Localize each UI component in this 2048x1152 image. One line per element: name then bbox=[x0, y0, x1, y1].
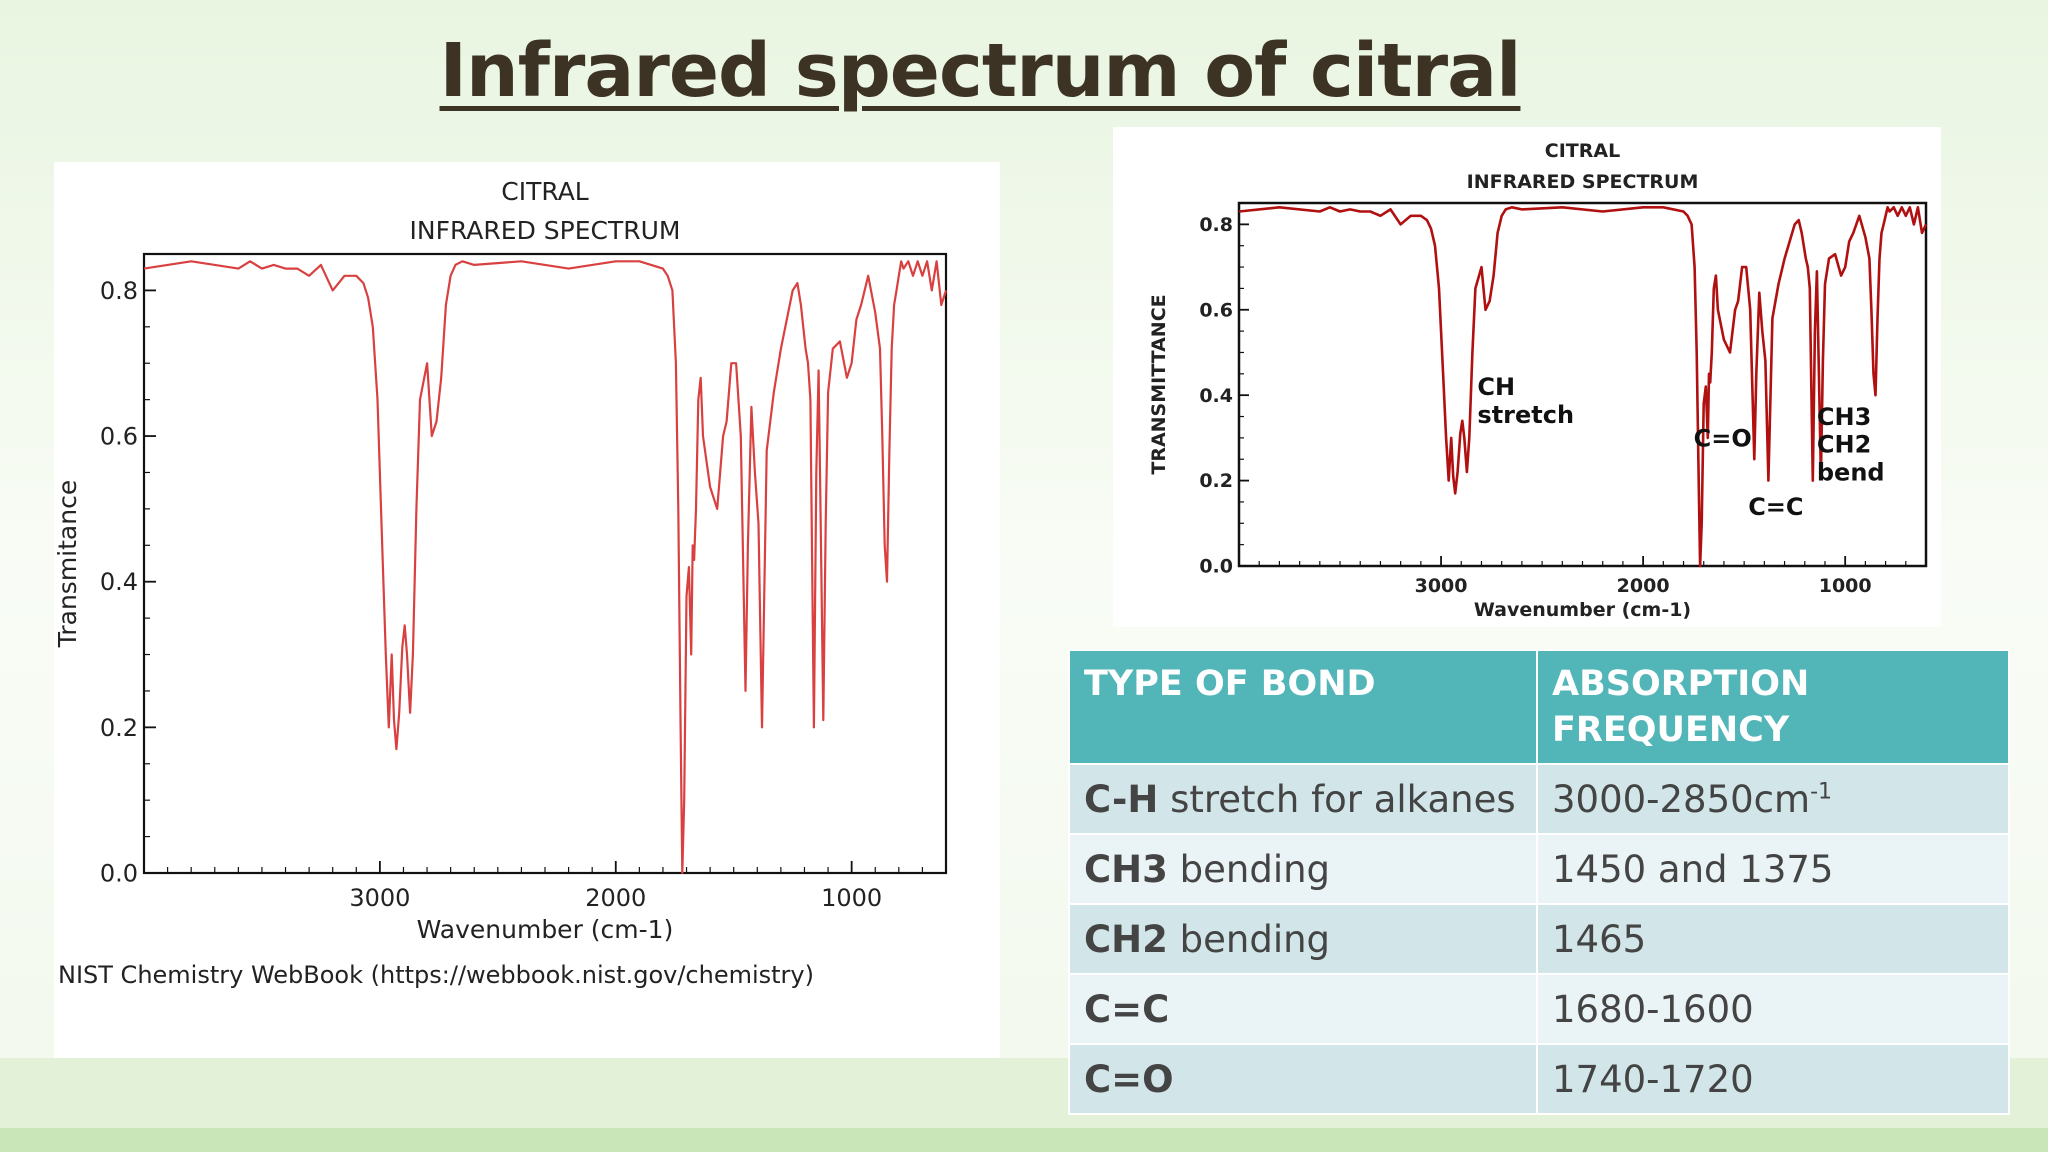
y-tick-label: 0.8 bbox=[100, 277, 138, 305]
x-tick-label: 1000 bbox=[1819, 575, 1872, 597]
x-axis-label: Wavenumber (cm-1) bbox=[417, 915, 674, 944]
frequency-value: 1680-1600 bbox=[1552, 987, 1754, 1031]
y-axis-label: Transmitance bbox=[54, 480, 82, 648]
y-axis-label: TRANSMITTANCE bbox=[1148, 294, 1170, 474]
source-note: NIST Chemistry WebBook (https://webbook.… bbox=[58, 961, 814, 989]
frequency-value: 1465 bbox=[1552, 917, 1647, 961]
table-row: CH2 bending 1465 bbox=[1068, 903, 2010, 975]
y-tick-label: 0.2 bbox=[100, 714, 138, 742]
bond-cell: CH3 bending bbox=[1068, 833, 1538, 905]
bond-desc: stretch for alkanes bbox=[1158, 777, 1516, 821]
bond-desc: bending bbox=[1167, 847, 1331, 891]
spectrum-line bbox=[1238, 206, 1928, 568]
header-absorption-frequency: ABSORPTION FREQUENCY bbox=[1536, 649, 2010, 765]
x-tick-label: 2000 bbox=[1617, 575, 1670, 597]
chart-subtitle: INFRARED SPECTRUM bbox=[410, 216, 681, 245]
bond-frequency-table: TYPE OF BOND ABSORPTION FREQUENCY C-H st… bbox=[1068, 649, 2010, 1115]
frequency-cell: 1465 bbox=[1536, 903, 2010, 975]
frequency-cell: 1740-1720 bbox=[1536, 1043, 2010, 1115]
spectrum-line bbox=[143, 260, 948, 875]
bond-name: C=O bbox=[1084, 1057, 1174, 1101]
footer-band-dark bbox=[0, 1128, 2048, 1152]
bond-cell: C=C bbox=[1068, 973, 1538, 1045]
x-tick-label: 1000 bbox=[821, 884, 882, 912]
x-axis-label: Wavenumber (cm-1) bbox=[1474, 599, 1691, 621]
x-tick-label: 3000 bbox=[349, 884, 410, 912]
y-tick-label: 0.2 bbox=[1199, 470, 1233, 492]
y-tick-label: 0.8 bbox=[1199, 214, 1233, 236]
y-tick-label: 0.6 bbox=[1199, 299, 1233, 321]
annotation-line: CH3 bbox=[1817, 403, 1871, 431]
y-tick-label: 0.6 bbox=[100, 422, 138, 450]
slide-title: Infrared spectrum of citral bbox=[439, 28, 1522, 114]
peak-annotation: C=O bbox=[1694, 424, 1752, 452]
table-header-row: TYPE OF BOND ABSORPTION FREQUENCY bbox=[1068, 649, 2010, 765]
table-row: C=O 1740-1720 bbox=[1068, 1043, 2010, 1115]
bond-cell: C=O bbox=[1068, 1043, 1538, 1115]
annotation-line: stretch bbox=[1477, 401, 1574, 429]
spectrum-panel-right: CITRAL INFRARED SPECTRUM 3000 2000 1000 0.0 0.… bbox=[1113, 127, 1941, 627]
annotation-line: CH2 bbox=[1817, 431, 1871, 459]
frequency-cell: 1450 and 1375 bbox=[1536, 833, 2010, 905]
annotation-line: C=C bbox=[1748, 493, 1803, 521]
bond-cell: C-H stretch for alkanes bbox=[1068, 763, 1538, 835]
table-row: CH3 bending 1450 and 1375 bbox=[1068, 833, 2010, 905]
bond-name: CH3 bbox=[1084, 847, 1168, 891]
frequency-cell: 3000-2850cm-1 bbox=[1536, 763, 2010, 835]
frequency-cell: 1680-1600 bbox=[1536, 973, 2010, 1045]
frequency-value: 3000-2850cm bbox=[1552, 777, 1811, 821]
peak-annotation: CH stretch bbox=[1477, 373, 1574, 429]
frequency-unit-exponent: -1 bbox=[1810, 779, 1832, 805]
y-tick-label: 0.0 bbox=[1199, 556, 1233, 578]
bond-desc: bending bbox=[1167, 917, 1331, 961]
annotation-line: C=O bbox=[1694, 424, 1752, 452]
bond-name: CH2 bbox=[1084, 917, 1168, 961]
chart-title: CITRAL bbox=[1545, 140, 1620, 162]
header-bond-type: TYPE OF BOND bbox=[1068, 649, 1538, 765]
y-tick-label: 0.0 bbox=[100, 859, 138, 887]
ir-spectrum-chart-left: CITRAL INFRARED SPECTRUM 3000 2000 1000 0.0 0.… bbox=[53, 177, 948, 989]
y-tick-label: 0.4 bbox=[1199, 385, 1233, 407]
x-tick-label: 3000 bbox=[1415, 575, 1468, 597]
frequency-value: 1740-1720 bbox=[1552, 1057, 1754, 1101]
peak-annotation: C=C bbox=[1748, 493, 1803, 521]
chart-title: CITRAL bbox=[501, 177, 589, 206]
chart-subtitle: INFRARED SPECTRUM bbox=[1467, 171, 1699, 193]
peak-annotation: CH3 CH2 bend bbox=[1817, 403, 1885, 486]
y-tick-label: 0.4 bbox=[100, 568, 138, 596]
annotation-line: CH bbox=[1477, 373, 1515, 401]
bond-cell: CH2 bending bbox=[1068, 903, 1538, 975]
frequency-value: 1450 and 1375 bbox=[1552, 847, 1834, 891]
annotation-line: bend bbox=[1817, 458, 1885, 486]
x-tick-label: 2000 bbox=[585, 884, 646, 912]
table-row: C=C 1680-1600 bbox=[1068, 973, 2010, 1045]
table-row: C-H stretch for alkanes 3000-2850cm-1 bbox=[1068, 763, 2010, 835]
bond-name: C-H bbox=[1084, 777, 1159, 821]
ir-spectrum-chart-right: CITRAL INFRARED SPECTRUM 3000 2000 1000 0.0 0.… bbox=[1148, 140, 1928, 621]
bond-name: C=C bbox=[1084, 987, 1170, 1031]
spectrum-panel-left: CITRAL INFRARED SPECTRUM 3000 2000 1000 0.0 0.… bbox=[53, 162, 1000, 1058]
